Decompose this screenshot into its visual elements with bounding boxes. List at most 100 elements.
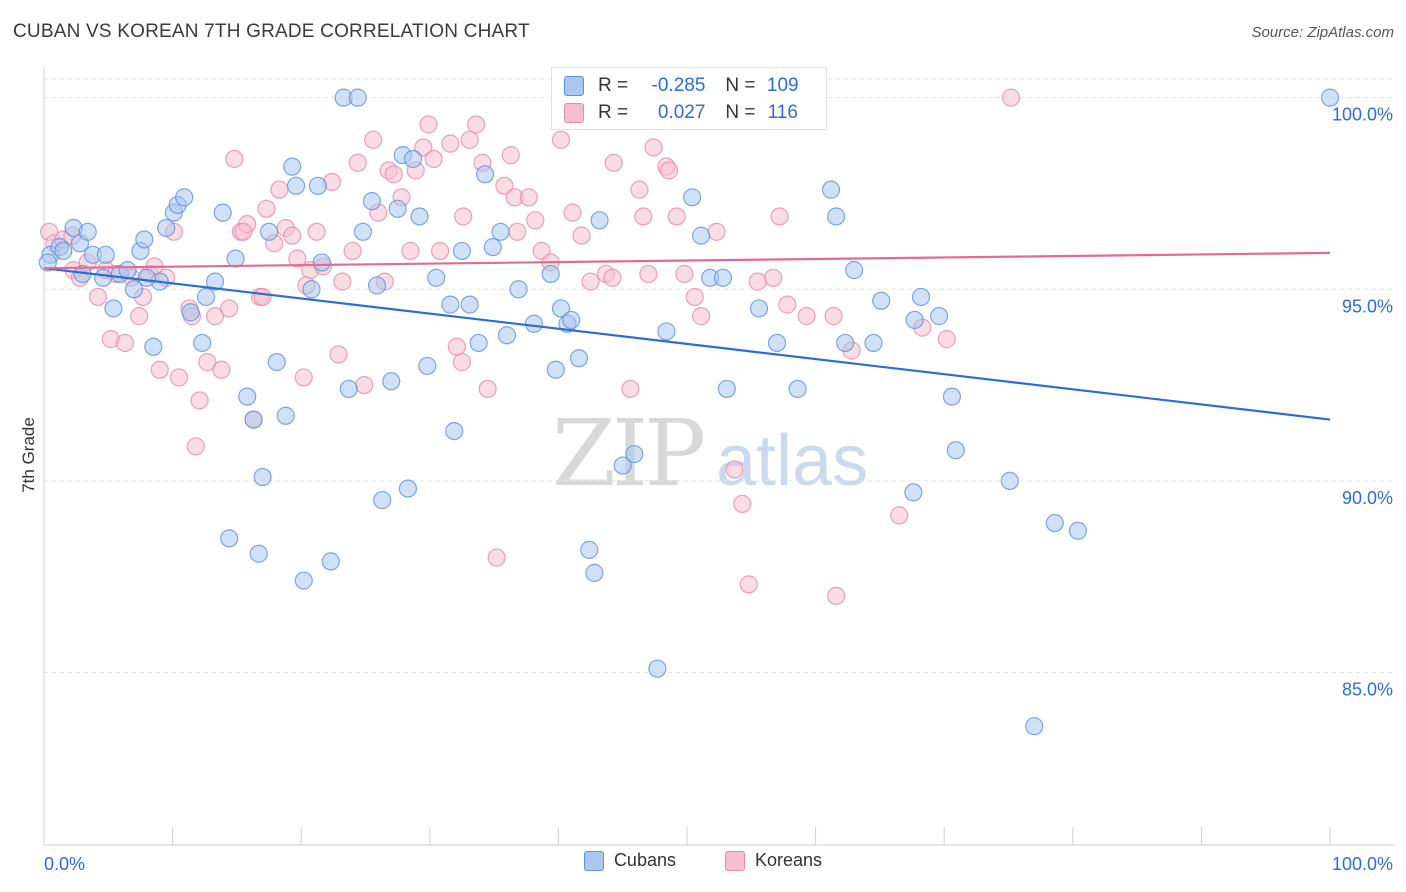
korean-point bbox=[685, 287, 704, 307]
cuban-point bbox=[836, 333, 855, 353]
cuban-point bbox=[321, 552, 340, 571]
korean-point bbox=[667, 207, 686, 226]
legend-swatch-koreans bbox=[725, 850, 745, 871]
korean-point bbox=[270, 180, 289, 199]
legend-label-koreans: Koreans bbox=[755, 850, 823, 870]
cuban-point bbox=[181, 303, 200, 322]
korean-point bbox=[827, 586, 846, 605]
korean-point bbox=[797, 307, 816, 326]
legend-item-koreans: Koreans bbox=[725, 850, 822, 871]
cuban-point bbox=[929, 307, 949, 326]
cuban-point bbox=[585, 563, 604, 582]
cuban-point bbox=[398, 479, 418, 498]
korean-point bbox=[329, 345, 348, 364]
korean-point bbox=[205, 307, 225, 326]
korean-point bbox=[937, 330, 956, 349]
cuban-point bbox=[104, 299, 123, 318]
cuban-point bbox=[864, 333, 883, 353]
cuban-point bbox=[713, 268, 733, 287]
cuban-point bbox=[683, 188, 702, 207]
korean-point bbox=[384, 165, 403, 184]
cuban-point bbox=[367, 276, 387, 295]
korean-point bbox=[748, 272, 767, 291]
korean-point bbox=[88, 287, 108, 307]
cuban-point bbox=[348, 88, 367, 107]
korean-point bbox=[294, 368, 313, 387]
cuban-point bbox=[692, 226, 711, 245]
korean-point bbox=[424, 149, 443, 169]
cuban-point bbox=[286, 176, 306, 195]
legend-swatch-koreans bbox=[564, 103, 584, 123]
cuban-point bbox=[220, 529, 239, 548]
korean-point bbox=[150, 360, 169, 379]
cuban-point bbox=[283, 157, 302, 176]
y-tick-label: 90.0% bbox=[1342, 488, 1393, 508]
cuban-point bbox=[590, 211, 609, 230]
cuban-point bbox=[541, 264, 560, 284]
korean-point bbox=[487, 548, 506, 567]
korean-point bbox=[234, 222, 253, 241]
cuban-point bbox=[562, 310, 581, 330]
legend-row-koreans: R = 0.027 N = 116 bbox=[564, 100, 805, 126]
cuban-point bbox=[1025, 717, 1044, 736]
korean-point bbox=[220, 299, 239, 318]
legend-n-label: N = bbox=[725, 75, 756, 96]
cuban-point bbox=[551, 299, 571, 318]
legend-r-value-koreans: 0.027 bbox=[657, 102, 706, 123]
cuban-point bbox=[124, 280, 144, 299]
cuban-point bbox=[569, 349, 589, 368]
korean-point bbox=[621, 379, 640, 399]
korean-point bbox=[288, 249, 307, 268]
cuban-point bbox=[362, 192, 382, 211]
cuban-point bbox=[872, 291, 891, 310]
korean-point bbox=[333, 272, 352, 291]
korean-point bbox=[364, 130, 383, 149]
correlation-legend: R = -0.285 N = 109 R = 0.027 N = 116 bbox=[551, 67, 827, 130]
korean-point bbox=[257, 199, 276, 218]
cuban-point bbox=[648, 659, 667, 678]
series-legend: Cubans Koreans bbox=[0, 850, 1406, 876]
korean-point bbox=[508, 222, 527, 241]
korean-point bbox=[634, 207, 653, 226]
korean-point bbox=[343, 241, 362, 261]
korean-point bbox=[572, 226, 591, 245]
korean-point bbox=[307, 222, 326, 241]
cuban-point bbox=[524, 314, 544, 333]
korean-point bbox=[414, 138, 433, 157]
korean-point bbox=[169, 368, 189, 387]
korean-point bbox=[707, 222, 726, 241]
korean-point bbox=[454, 207, 473, 226]
legend-r-label: R = bbox=[598, 75, 629, 96]
korean-point bbox=[253, 287, 272, 307]
cuban-point bbox=[373, 490, 392, 510]
cuban-point bbox=[339, 379, 358, 399]
cuban-point bbox=[1045, 513, 1064, 533]
cuban-point bbox=[827, 207, 846, 226]
cuban-point bbox=[483, 238, 502, 257]
korean-point bbox=[190, 391, 209, 410]
korean-point bbox=[526, 211, 545, 230]
cuban-point bbox=[205, 272, 225, 291]
cuban-point bbox=[96, 245, 115, 264]
cuban-point bbox=[137, 268, 156, 287]
legend-n-value-cubans: 109 bbox=[766, 75, 799, 96]
korean-point bbox=[283, 226, 302, 245]
cuban-point bbox=[276, 406, 295, 425]
koreans-trend-line bbox=[43, 251, 1331, 270]
legend-n-value-koreans: 116 bbox=[767, 102, 798, 123]
korean-point bbox=[778, 295, 797, 314]
cuban-point bbox=[911, 287, 931, 307]
cuban-point bbox=[767, 333, 787, 353]
cuban-point bbox=[196, 287, 216, 307]
legend-r-value-cubans: -0.285 bbox=[651, 75, 706, 96]
cuban-point bbox=[475, 165, 495, 184]
y-axis-label: 7th Grade bbox=[19, 417, 38, 493]
korean-point bbox=[460, 130, 479, 149]
korean-point bbox=[824, 307, 843, 326]
cuban-point bbox=[193, 333, 212, 353]
korean-point bbox=[519, 188, 538, 207]
korean-point bbox=[441, 134, 460, 153]
legend-swatch-cubans bbox=[564, 76, 584, 96]
korean-point bbox=[630, 180, 649, 199]
y-tick-label: 95.0% bbox=[1342, 296, 1393, 316]
